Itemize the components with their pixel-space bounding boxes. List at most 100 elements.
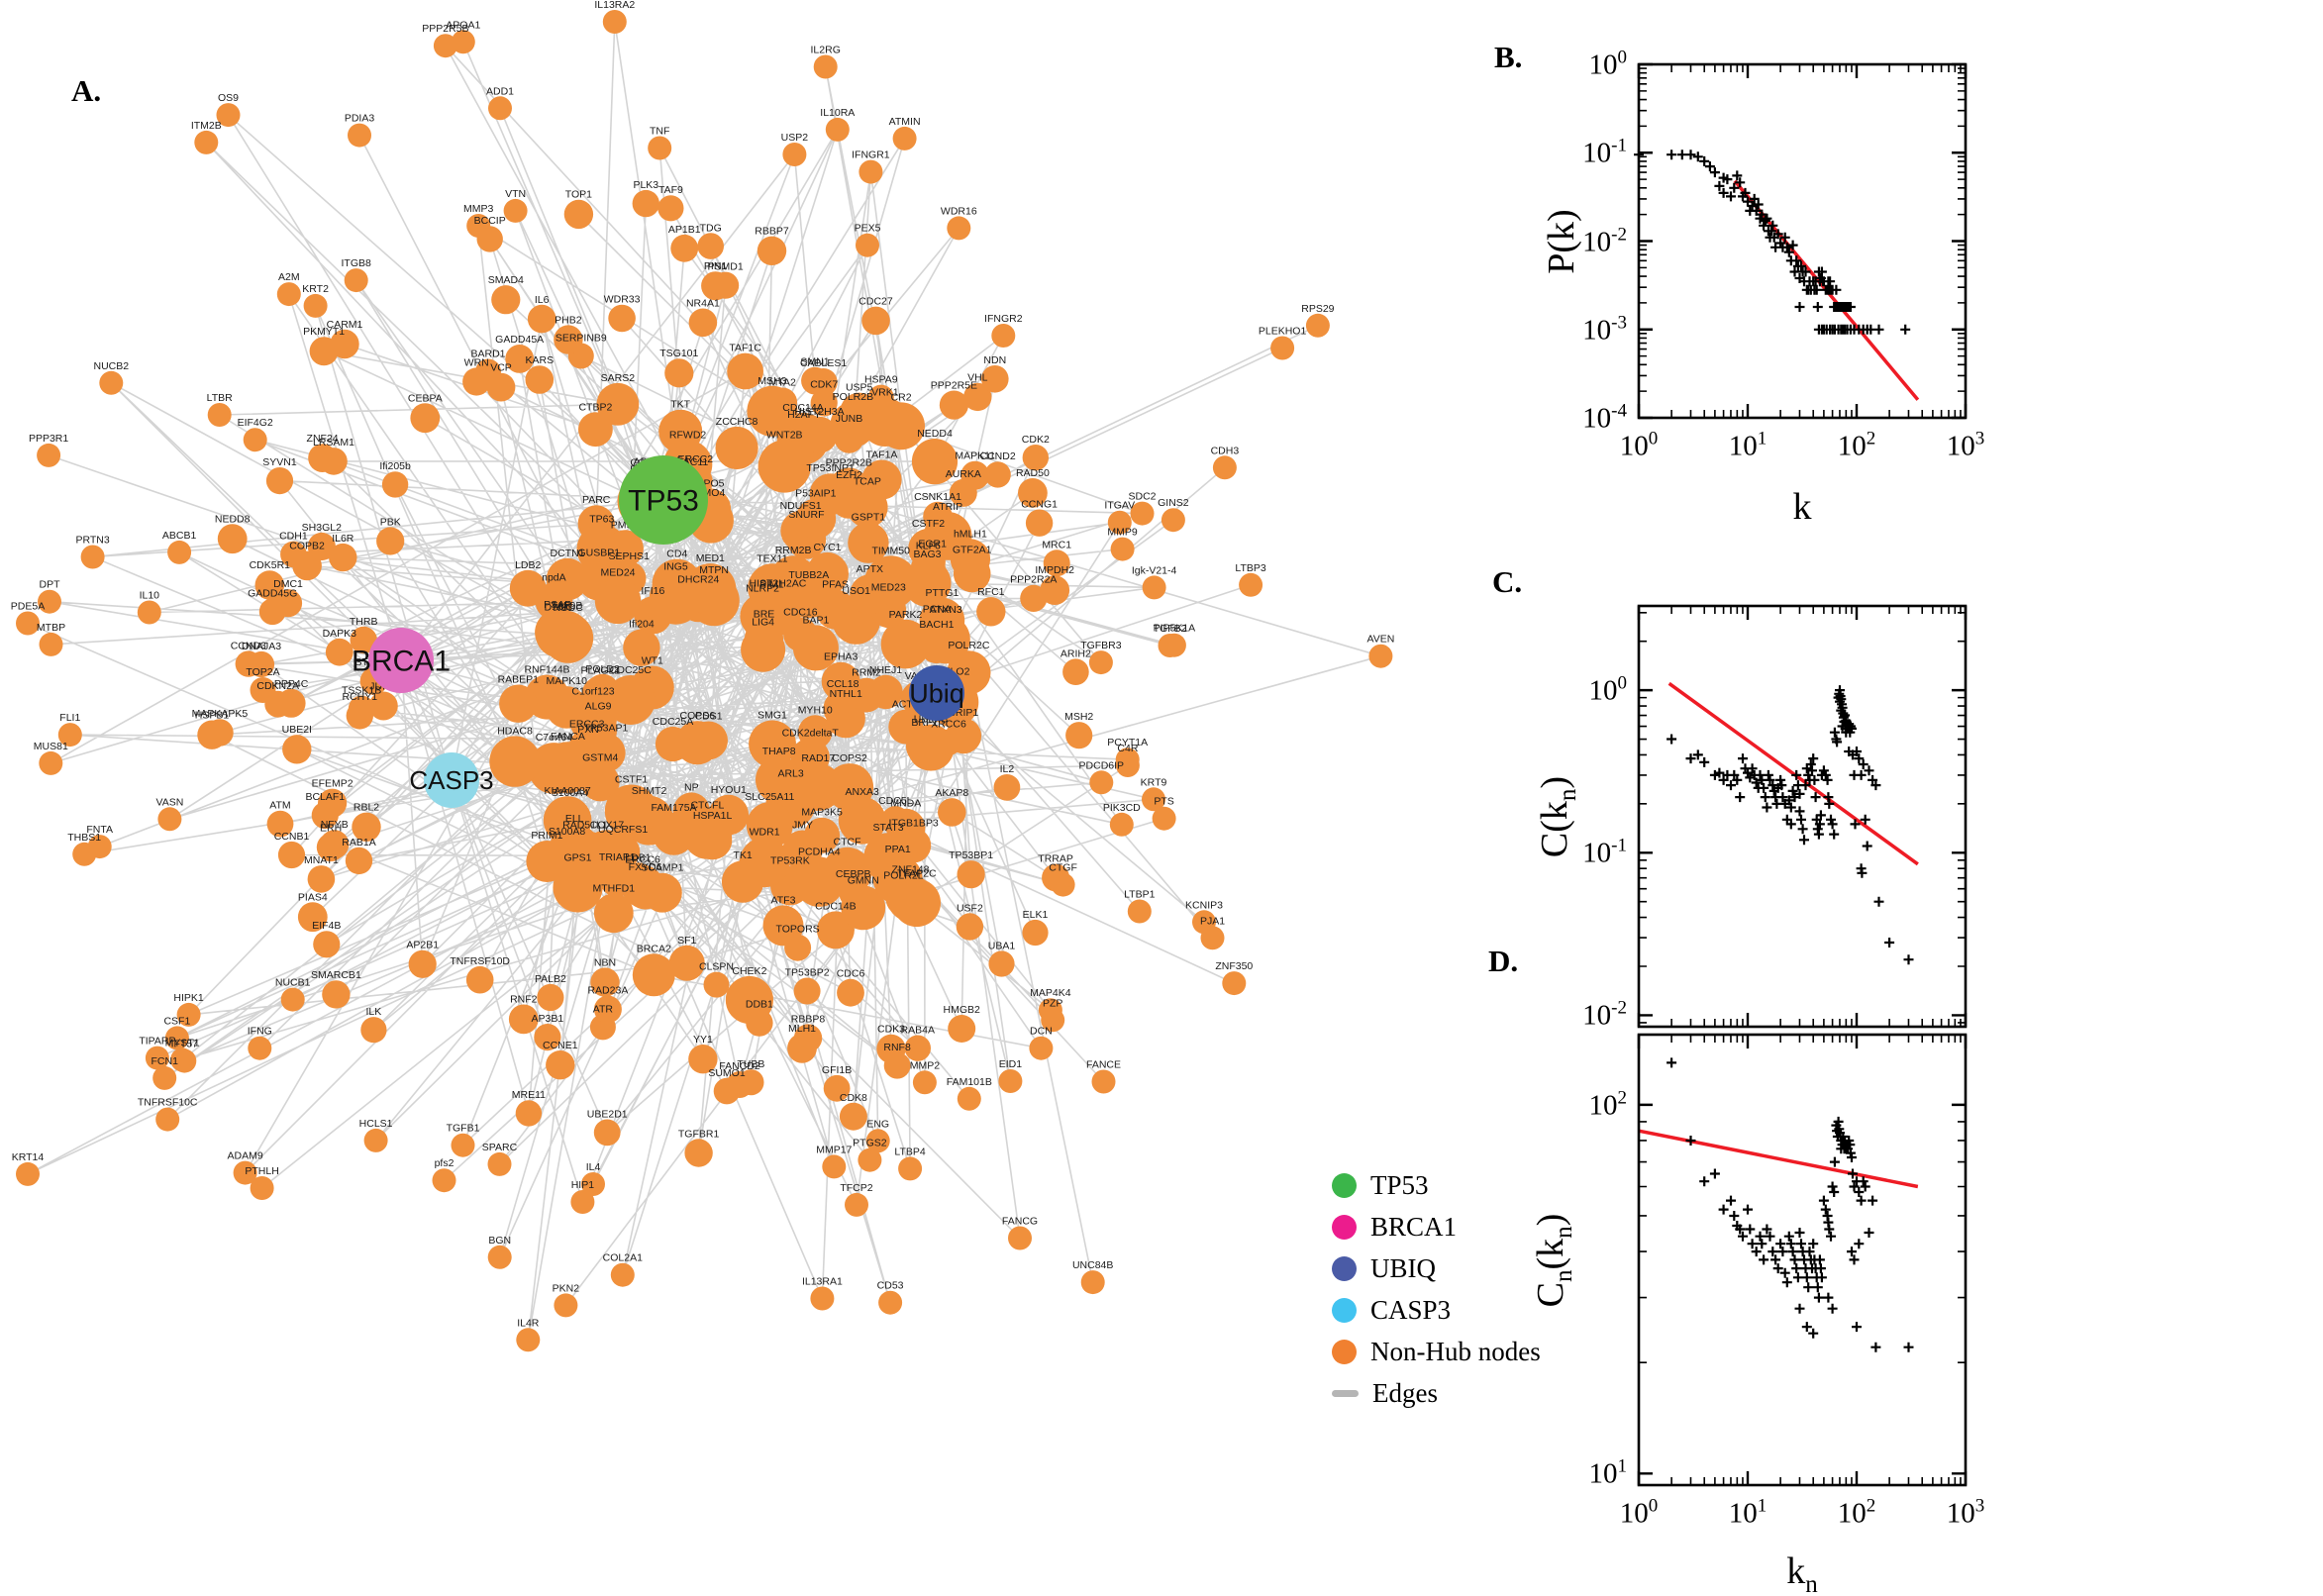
network-node-label: P53AIP1 bbox=[795, 488, 837, 500]
network-node bbox=[657, 195, 684, 222]
network-node-label: ATF3 bbox=[771, 894, 796, 906]
network-node-label: PLAGL1 bbox=[581, 665, 621, 677]
network-node bbox=[39, 750, 63, 775]
network-node-label: SH3GL2 bbox=[302, 522, 342, 534]
network-node bbox=[297, 902, 328, 933]
network-node-label: FCN1 bbox=[151, 1055, 178, 1067]
network-node-label: PRTN3 bbox=[75, 535, 109, 547]
plot-panel-b bbox=[1634, 62, 1968, 420]
network-node bbox=[172, 1048, 197, 1073]
network-node-label: UBE2I bbox=[282, 724, 312, 736]
network-node-label: POLD2 bbox=[585, 663, 620, 675]
axis-box bbox=[1637, 62, 1968, 420]
network-node-label: CTBP2 bbox=[578, 401, 612, 413]
network-node-label: CD4 bbox=[666, 549, 687, 560]
network-node-label: TAF1C bbox=[729, 343, 761, 354]
network-node bbox=[207, 403, 232, 427]
network-node bbox=[848, 522, 889, 563]
network-node-label: HIST2H3A bbox=[794, 406, 844, 418]
network-node-label: MNAT1 bbox=[304, 854, 339, 866]
network-node-label: H2AFY bbox=[787, 409, 821, 421]
network-node bbox=[152, 1065, 177, 1090]
network-node-label: TGFB1 bbox=[447, 1123, 480, 1135]
network-node bbox=[1025, 509, 1054, 537]
network-node bbox=[505, 345, 535, 373]
network-node bbox=[509, 569, 547, 607]
network-node-label: MAP4K4 bbox=[1030, 987, 1071, 999]
network-node-label: COPS6 bbox=[679, 710, 715, 722]
network-node bbox=[570, 1190, 595, 1214]
network-node bbox=[1109, 812, 1134, 837]
network-node-label: IL10RA bbox=[820, 107, 855, 119]
network-node-label: SHMT2 bbox=[632, 785, 667, 797]
network-node-label: IL4R bbox=[517, 1317, 540, 1329]
network-node-label: PEX5 bbox=[855, 223, 881, 235]
network-node-label: CTCF bbox=[834, 837, 861, 848]
network-node bbox=[408, 949, 437, 978]
network-node bbox=[608, 304, 636, 333]
network-node-label: UQCRFS1 bbox=[598, 824, 648, 836]
network-node bbox=[648, 136, 672, 160]
network-node bbox=[515, 1100, 543, 1127]
network-node-label: PBK bbox=[380, 516, 401, 528]
network-node-label: POLR2B bbox=[833, 391, 873, 403]
network-node-label: EZH2 bbox=[836, 469, 862, 481]
network-node-label: PIP5K1A bbox=[1154, 623, 1196, 635]
network-node-label: XRCC6 bbox=[931, 719, 966, 731]
network-node bbox=[861, 306, 890, 336]
network-node bbox=[632, 189, 659, 218]
network-node-label: HIST2H2AC bbox=[750, 577, 807, 589]
network-node bbox=[276, 688, 306, 718]
network-node bbox=[653, 812, 695, 855]
network-node-label: NP bbox=[684, 781, 699, 793]
network-node-label: RABEP1 bbox=[498, 674, 540, 686]
plot-panel-d bbox=[1637, 1033, 1968, 1487]
network-node bbox=[344, 268, 368, 293]
network-node bbox=[1080, 1270, 1105, 1295]
network-node-label: AKAP8 bbox=[935, 787, 968, 799]
network-node-label: MAPK10 bbox=[546, 675, 587, 687]
network-node bbox=[1022, 919, 1049, 947]
network-node-label: KLF6 bbox=[916, 541, 941, 552]
network-node-label: LDB2 bbox=[515, 559, 541, 571]
network-node-label: SEPHS1 bbox=[608, 550, 650, 562]
network-node bbox=[1305, 313, 1330, 338]
network-node-label: SMN1 bbox=[800, 356, 829, 368]
network-node-label: MMP3 bbox=[463, 203, 493, 215]
network-node-label: SCAMP1 bbox=[641, 862, 683, 874]
network-node-label: CCL18 bbox=[827, 678, 859, 690]
network-node bbox=[976, 597, 1006, 627]
network-node bbox=[1212, 455, 1237, 480]
network-node bbox=[865, 1129, 890, 1153]
network-node bbox=[465, 965, 494, 994]
network-node-label: TK1 bbox=[733, 849, 752, 861]
network-node-label: APTX bbox=[857, 563, 883, 575]
network-node-label: ZCCHC8 bbox=[716, 416, 758, 428]
network-node-label: TRIAP1 bbox=[599, 851, 636, 863]
network-node-label: PPP2R5B bbox=[422, 23, 468, 35]
network-node bbox=[837, 978, 864, 1007]
network-node bbox=[1222, 971, 1247, 996]
network-node bbox=[1127, 899, 1152, 924]
network-node-label: UBA1 bbox=[988, 941, 1016, 952]
network-node bbox=[1368, 644, 1393, 668]
network-node-label: C4R bbox=[1117, 743, 1138, 754]
network-node-label: OS9 bbox=[218, 92, 239, 104]
network-node-label: THAP8 bbox=[762, 746, 796, 757]
network-node-label: ATM bbox=[269, 800, 290, 812]
network-node-label: PHB2 bbox=[555, 314, 582, 326]
network-node-label: USP5 bbox=[846, 382, 873, 394]
network-node-label: CDC14A bbox=[782, 402, 823, 414]
fit-line bbox=[1638, 1129, 1919, 1189]
hub-label-brca1: BRCA1 bbox=[352, 646, 451, 678]
network-node-label: RFWD2 bbox=[669, 429, 706, 441]
network-node-label: AURKA bbox=[946, 468, 981, 480]
network-node bbox=[368, 691, 398, 721]
network-node bbox=[550, 797, 590, 838]
network-node-label: LDB1 bbox=[625, 851, 651, 863]
network-node bbox=[578, 412, 613, 448]
network-node bbox=[993, 774, 1021, 801]
network-node bbox=[794, 763, 843, 811]
network-nodes bbox=[16, 10, 1393, 1352]
network-node bbox=[605, 675, 656, 725]
